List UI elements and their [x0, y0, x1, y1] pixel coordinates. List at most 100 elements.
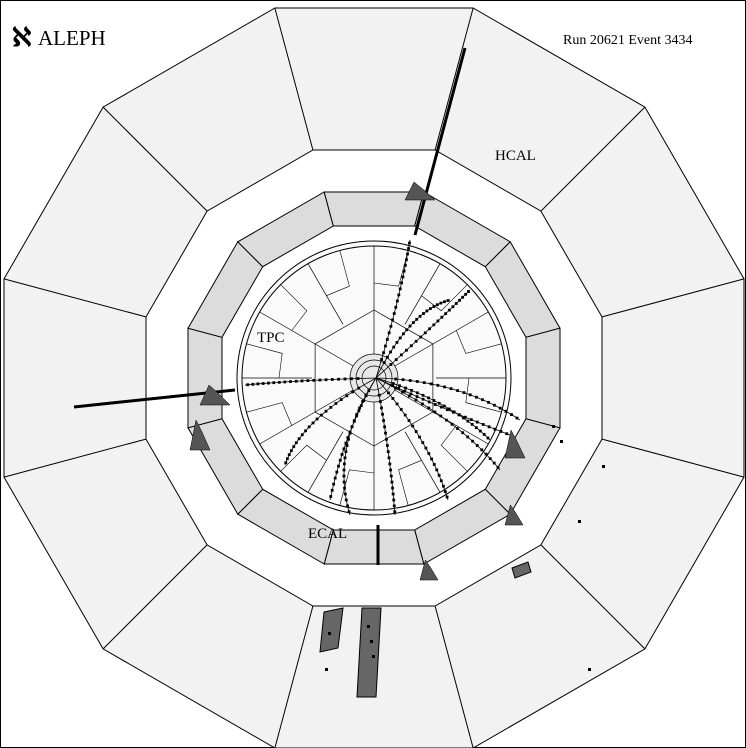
ecal-module	[187, 327, 223, 429]
tpc-hit	[355, 412, 359, 416]
tpc-hit	[388, 462, 392, 466]
title: ALEPH	[38, 26, 106, 50]
ecal-deposit	[504, 504, 524, 526]
tpc-hit	[401, 275, 405, 279]
ecal-deposit	[189, 419, 211, 451]
tpc-hit	[342, 474, 346, 478]
tpc-hit	[380, 406, 383, 410]
tracks	[73, 47, 605, 698]
tpc-sector-step	[456, 330, 502, 354]
tpc-hit	[343, 492, 347, 496]
tpc-sector-edge	[307, 263, 344, 325]
tpc-hit	[334, 402, 338, 405]
tpc-hit	[394, 377, 398, 381]
tpc-hit	[380, 358, 383, 361]
tpc-hit	[449, 387, 453, 391]
tpc-hit	[347, 437, 350, 441]
tpc-hit	[422, 312, 425, 315]
tpc-hit	[387, 391, 390, 395]
tpc-hit	[447, 308, 451, 312]
tpc-hit	[335, 470, 339, 474]
tpc-hit	[338, 458, 342, 462]
tpc-hit	[439, 405, 443, 409]
tpc-hit	[443, 385, 446, 389]
tpc-hit	[348, 430, 352, 434]
tpc-hit	[499, 430, 503, 433]
tpc-hit	[498, 406, 502, 410]
tpc-hit	[284, 461, 288, 465]
tpc-hit	[304, 429, 307, 433]
hcal-module-edge	[102, 544, 208, 650]
hit	[370, 640, 373, 643]
tpc-hit	[401, 390, 404, 394]
hcal-module-edge	[601, 278, 745, 318]
tpc-label: TPC	[257, 330, 285, 346]
tpc-hit	[383, 425, 386, 429]
tpc-hit	[409, 344, 413, 348]
tpc-hit	[246, 383, 250, 387]
run-info: Run 20621 Event 3434	[563, 33, 693, 48]
tpc-hit	[330, 378, 334, 381]
tpc-hit	[256, 382, 260, 386]
tpc-hit	[384, 344, 387, 348]
tpc-hit	[405, 348, 408, 352]
tpc-hit	[432, 305, 436, 308]
tpc-hit	[399, 408, 403, 411]
tpc-hit	[504, 409, 508, 413]
tpc-sector-step	[398, 460, 422, 506]
hcal-module-edge	[102, 106, 208, 212]
tpc-hit	[415, 395, 419, 398]
tpc-hit	[484, 452, 488, 456]
tpc-hit	[450, 422, 454, 426]
tpc-hit	[421, 402, 424, 406]
tpc-hit	[432, 323, 436, 327]
tpc-hit	[390, 480, 394, 484]
tpc-hit	[435, 468, 439, 472]
hit	[552, 425, 555, 428]
tpc-hit	[399, 353, 403, 357]
tpc-hit	[297, 437, 301, 441]
tpc-hit	[285, 457, 289, 461]
tpc-hit	[350, 425, 354, 429]
hit	[367, 625, 370, 628]
tpc-hit	[389, 468, 392, 472]
tpc-hit	[436, 383, 440, 387]
tpc-hit	[451, 410, 455, 414]
tpc-hit	[440, 315, 444, 319]
tpc-hit	[415, 317, 419, 321]
tpc-hit	[397, 293, 401, 297]
tpc-hit	[377, 393, 381, 397]
tpc-hit	[356, 377, 360, 380]
hcal-module-edge	[274, 605, 314, 748]
tpc-hit	[391, 492, 395, 496]
tpc-hit	[418, 435, 421, 439]
tpc-hit	[329, 495, 333, 498]
hcal-tower	[319, 607, 344, 653]
tpc-hit	[427, 452, 431, 455]
tpc-hit	[427, 396, 430, 400]
tpc-hit	[432, 463, 436, 466]
tpc-hit	[510, 413, 513, 416]
tpc-hit	[475, 395, 478, 399]
tpc-hit	[427, 406, 431, 410]
hcal-module-edge	[3, 278, 147, 318]
tpc-hit	[333, 476, 337, 480]
tpc-hit	[429, 382, 433, 386]
tpc-hit	[387, 456, 391, 460]
tpc-hit	[458, 298, 461, 302]
tpc-hit	[410, 388, 413, 392]
tpc-hit	[367, 389, 371, 393]
tpc-hit	[355, 414, 358, 418]
tpc-hit	[439, 301, 443, 305]
tpc-hit	[312, 378, 316, 382]
tpc-hit	[350, 377, 353, 381]
tpc-hit	[461, 431, 465, 435]
tpc-hit	[398, 384, 401, 388]
hit	[325, 668, 328, 671]
tpc-hit	[419, 335, 423, 339]
tpc-hit	[294, 441, 298, 445]
tpc-hit	[385, 355, 389, 359]
tpc-hit	[403, 263, 407, 267]
tpc-sector-edge	[259, 311, 357, 369]
